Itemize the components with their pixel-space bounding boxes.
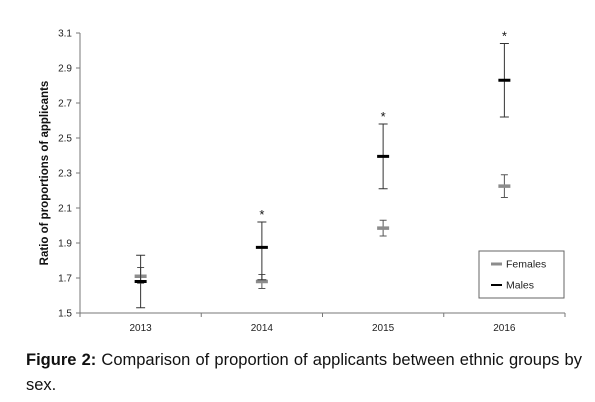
figure-caption: Figure 2: Comparison of proportion of ap… xyxy=(26,348,582,398)
males-point-2013 xyxy=(134,254,147,309)
y-tick-label: 2.7 xyxy=(58,99,72,110)
legend-label: Females xyxy=(506,259,546,271)
significance-star: * xyxy=(259,207,264,222)
y-tick-label: 2.1 xyxy=(58,204,72,215)
males-point-2016 xyxy=(498,43,511,118)
females-point-2015 xyxy=(377,219,390,237)
caption-label: Figure 2: xyxy=(26,351,97,369)
significance-star: * xyxy=(381,109,386,124)
y-tick-label: 2.9 xyxy=(58,64,72,75)
caption-text: Comparison of proportion of applicants b… xyxy=(26,351,582,394)
x-tick-label: 2016 xyxy=(493,323,516,334)
legend-label: Males xyxy=(506,280,534,292)
y-tick-label: 1.7 xyxy=(58,274,72,285)
females-point-2016 xyxy=(498,174,511,198)
y-tick-label: 1.9 xyxy=(58,239,72,250)
y-tick-label: 2.5 xyxy=(58,134,72,145)
y-tick-label: 2.3 xyxy=(58,169,72,180)
x-tick-label: 2013 xyxy=(130,323,153,334)
legend-box xyxy=(478,250,565,299)
y-axis-label: Ratio of proportions of applicants xyxy=(39,81,51,266)
x-tick-label: 2014 xyxy=(251,323,274,334)
y-tick-label: 1.5 xyxy=(58,309,72,320)
chart-svg: 1.5 1.7 1.9 2.1 2.3 2.5 2.7 2.9 3.1 2013 2014 2015 2… xyxy=(39,29,566,334)
legend: Females Males xyxy=(478,250,565,299)
significance-star: * xyxy=(502,29,507,44)
y-tick-label: 3.1 xyxy=(58,29,72,40)
males-point-2014 xyxy=(255,221,268,281)
males-point-2015 xyxy=(377,123,390,190)
x-tick-label: 2015 xyxy=(372,323,395,334)
